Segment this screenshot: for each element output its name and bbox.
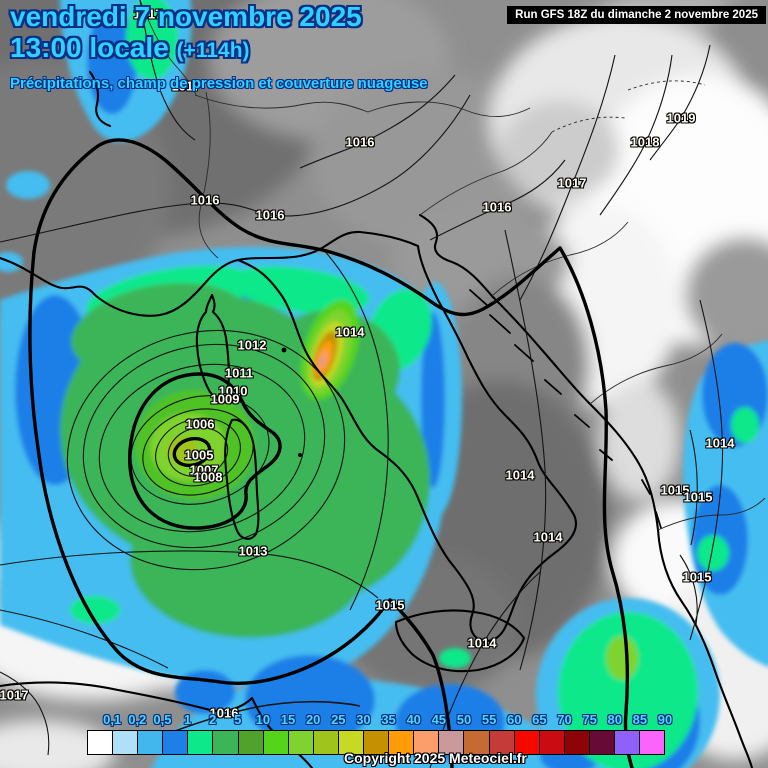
legend-swatch [338,731,365,754]
legend-swatch [514,731,540,754]
legend-swatches [87,730,665,755]
pressure-label: 1011 [224,365,254,381]
legend-value: 85 [632,712,648,727]
pressure-label: 1014 [705,435,735,451]
legend-swatch [263,731,289,754]
legend-value: 50 [456,712,472,727]
legend-swatch [213,731,239,754]
legend-value: 45 [431,712,447,727]
legend-value: 0,2 [128,712,147,727]
pressure-label: 1014 [467,635,497,651]
pressure-label: 1017 [133,6,163,22]
pressure-label: 1016 [190,192,220,208]
legend-value: 25 [331,712,346,727]
country-borders [139,0,766,531]
legend-value: 2 [209,712,217,727]
pressure-label: 1018 [630,134,660,150]
legend-swatch [313,731,339,754]
pressure-label: 1015 [683,489,713,505]
pressure-label: 1016 [255,207,285,223]
legend-value: 30 [356,712,371,727]
legend-swatch [464,731,490,754]
legend-value: 90 [657,712,673,727]
pressure-label: 1015 [375,597,405,613]
legend-swatch [439,731,465,754]
pressure-label: 1016 [482,199,512,215]
legend-value: 5 [234,712,242,727]
pressure-label: 1016 [209,705,239,721]
legend-swatch [364,731,390,754]
legend-value: 35 [381,712,396,727]
legend-swatch [163,731,189,754]
legend-value: 15 [280,712,296,727]
legend-swatch [138,731,164,754]
legend-swatch [414,731,440,754]
legend-swatch [113,731,139,754]
pressure-label: 1016 [345,134,375,150]
legend-value: 55 [481,712,497,727]
run-info-badge: Run GFS 18Z du dimanche 2 novembre 2025 [507,6,766,24]
pressure-label: 1007 [189,462,219,478]
legend-value: 80 [607,712,622,727]
pressure-label: 1014 [335,324,365,340]
legend-swatch [188,731,214,754]
legend-swatch [238,731,264,754]
legend-swatch [288,731,314,754]
legend-value: 0,1 [103,712,122,727]
legend-value: 65 [532,712,547,727]
legend-swatch [389,731,415,754]
pressure-label: 1015 [660,482,690,498]
pressure-label: 1015 [682,569,712,585]
pressure-label: 1014 [533,529,563,545]
legend-value: 75 [582,712,597,727]
legend-swatch [589,731,615,754]
pressure-label: 1017 [557,175,587,191]
legend-value: 40 [406,712,421,727]
legend-value: 0,5 [153,712,172,727]
coastlines [0,70,754,768]
pressure-label: 1013 [238,543,268,559]
legend-value: 20 [305,712,321,727]
pressure-label: 1017 [171,78,201,94]
pressure-label: 1014 [505,467,535,483]
pressure-label: 1019 [666,110,696,126]
legend-value: 70 [557,712,572,727]
legend-swatch [640,731,665,754]
legend-value: 10 [255,712,271,727]
legend-swatch [489,731,515,754]
legend-value: 1 [183,712,192,727]
pressure-label: 1008 [193,469,223,485]
legend-swatch [88,731,114,754]
legend-swatch [564,731,590,754]
legend-swatch [539,731,565,754]
copyright-label: Copyright 2025 Meteociel.fr [344,750,527,766]
pressure-label: 1010 [218,383,248,399]
pressure-label: 1017 [0,687,29,703]
pressure-label: 1012 [237,337,267,353]
pressure-label: 1005 [184,447,214,463]
isobars-thick [28,138,634,768]
legend-swatch [614,731,641,754]
pressure-label: 1009 [210,391,240,407]
pressure-label: 1006 [185,416,215,432]
legend-value: 60 [506,712,522,727]
